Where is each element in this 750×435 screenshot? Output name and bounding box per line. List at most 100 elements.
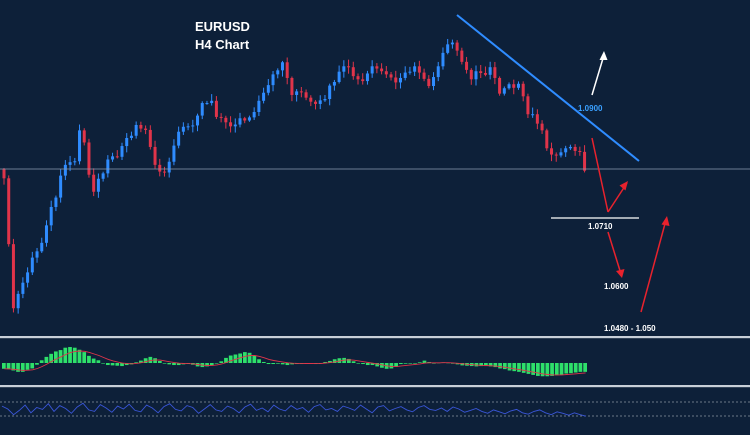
candle-bullish — [257, 100, 261, 112]
chart-title-symbol: EURUSD — [195, 19, 250, 34]
candle-bearish — [483, 73, 487, 75]
macd-bar — [403, 363, 408, 364]
forecast-up-arrow-white — [591, 51, 608, 96]
macd-bar — [247, 352, 252, 363]
candlesticks — [2, 38, 587, 314]
candle-bearish — [11, 244, 15, 309]
macd-bar — [380, 363, 384, 368]
candle-bullish — [172, 145, 176, 162]
macd-bar — [559, 363, 564, 375]
candle-bearish — [422, 72, 426, 79]
macd-bar — [488, 363, 493, 367]
candle-bearish — [219, 116, 223, 118]
macd-bar — [224, 357, 228, 363]
candle-bearish — [578, 150, 582, 152]
macd-bar — [375, 363, 380, 367]
macd-bar — [536, 363, 540, 376]
macd-bar — [356, 363, 361, 364]
macd-bar — [63, 347, 68, 363]
macd-bar — [219, 361, 224, 363]
candle-bearish — [299, 91, 303, 93]
candle-bearish — [469, 69, 473, 80]
macd-bar — [266, 363, 271, 365]
candle-bullish — [247, 117, 251, 121]
candle-bullish — [432, 77, 436, 87]
macd-bar — [389, 363, 394, 369]
candle-bullish — [134, 124, 138, 136]
descending-trendline — [456, 14, 640, 162]
candle-bullish — [196, 115, 200, 126]
candle-bearish — [347, 66, 351, 68]
candle-bearish — [545, 130, 549, 149]
macd-bar — [153, 358, 157, 363]
resistance-level-label: 1.0900 — [578, 104, 603, 113]
macd-bar — [30, 363, 35, 369]
candle-bullish — [436, 66, 440, 78]
candle-bearish — [512, 84, 516, 88]
macd-bar — [285, 363, 290, 366]
macd-bar — [323, 361, 328, 363]
macd-bar — [96, 360, 101, 363]
macd-bar — [394, 363, 398, 367]
macd-bar — [16, 363, 20, 372]
macd-bar — [205, 363, 209, 367]
macd-bar — [332, 359, 337, 363]
candle-bullish — [403, 72, 407, 78]
candle-bullish — [120, 146, 124, 157]
candle-bullish — [59, 175, 63, 198]
candle-bearish — [554, 154, 558, 156]
target-level-label-1: 1.0600 — [604, 282, 629, 291]
macd-bar — [167, 363, 172, 365]
candle-bullish — [210, 100, 214, 104]
macd-bar — [507, 363, 512, 371]
candle-bearish — [498, 77, 502, 94]
macd-bar — [110, 363, 115, 366]
candle-bullish — [167, 161, 171, 173]
macd-bar — [328, 360, 332, 363]
candle-bullish — [26, 272, 30, 283]
macd-bar — [257, 359, 261, 363]
main-pane-separator — [0, 336, 750, 339]
macd-bar — [564, 363, 569, 374]
candle-bullish — [276, 70, 280, 75]
candle-bearish — [375, 66, 379, 69]
candle-bearish — [148, 129, 152, 147]
candle-bearish — [224, 117, 228, 123]
candle-bearish — [87, 142, 91, 175]
candle-bullish — [49, 206, 53, 226]
candle-bullish — [531, 114, 535, 116]
macd-bar — [512, 363, 517, 372]
candle-bearish — [229, 122, 233, 127]
candle-bearish — [384, 71, 388, 75]
candle-bearish — [573, 146, 577, 151]
candle-bearish — [394, 77, 398, 83]
candle-bearish — [285, 62, 289, 78]
candle-bearish — [521, 83, 525, 97]
candle-bearish — [309, 97, 313, 102]
candle-bullish — [54, 197, 58, 207]
forecast-rebound-arrow — [607, 181, 628, 213]
macd-bar — [370, 363, 375, 366]
macd-bar — [101, 363, 105, 364]
support-level-label: 1.0710 — [588, 222, 613, 231]
candle-bullish — [332, 81, 336, 86]
candle-bearish — [144, 128, 148, 130]
candle-bullish — [78, 130, 82, 162]
candle-bullish — [295, 91, 299, 95]
macd-bar — [271, 363, 276, 365]
candle-bullish — [262, 92, 266, 101]
candle-bullish — [186, 126, 190, 128]
candle-bullish — [446, 44, 450, 53]
macd-bar — [517, 363, 521, 372]
candle-bullish — [568, 146, 572, 149]
macd-bar — [450, 363, 455, 364]
candle-bearish — [550, 148, 554, 155]
macd-bar — [502, 363, 507, 370]
candle-bullish — [516, 83, 520, 88]
candle-bearish — [304, 92, 308, 98]
candle-bearish — [455, 42, 459, 51]
macd-signal-line — [4, 350, 586, 376]
macd-bar — [398, 363, 403, 365]
macd-bar — [540, 363, 545, 377]
macd-bar — [124, 363, 129, 366]
